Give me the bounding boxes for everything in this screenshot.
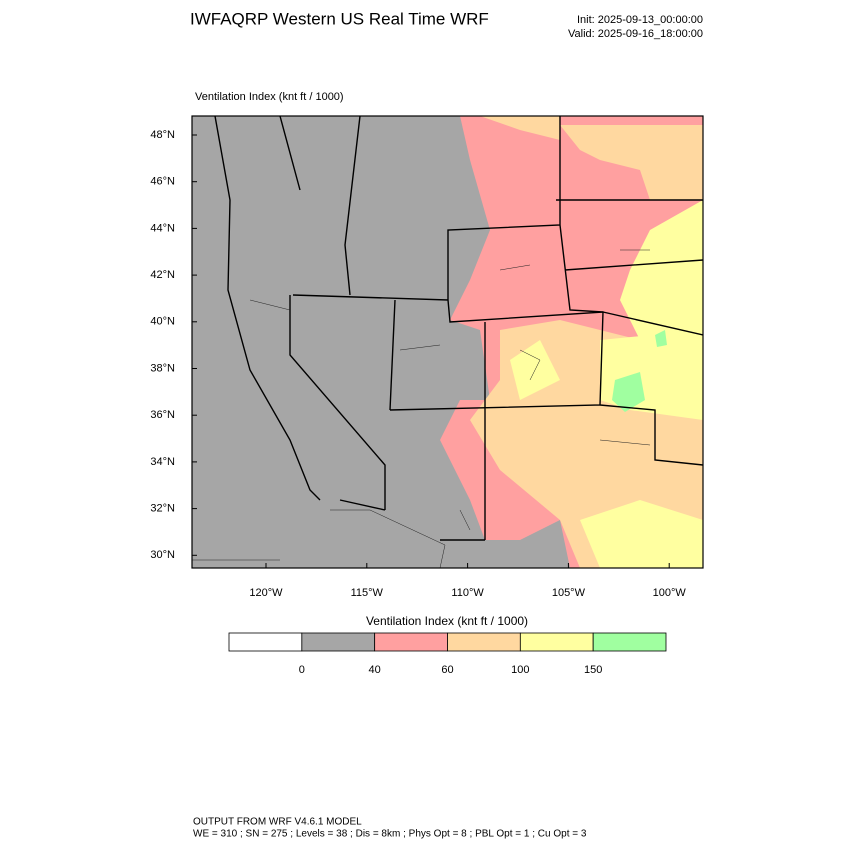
coastline	[214, 116, 321, 501]
colorbar-box	[519, 632, 594, 652]
colorbar-tick-label: 40	[369, 664, 381, 676]
colorbar-tick-label: 150	[584, 664, 602, 676]
colorbar-box	[301, 632, 376, 652]
colorbar-title: Ventilation Index (knt ft / 1000)	[366, 614, 528, 628]
region	[612, 330, 667, 412]
lat-label: 48°N	[150, 129, 175, 141]
footer-line: OUTPUT FROM WRF V4.6.1 MODEL	[193, 817, 362, 828]
lat-label: 36°N	[150, 409, 175, 421]
region	[470, 116, 703, 568]
map-frame	[191, 115, 704, 569]
map-label: Ventilation Index (knt ft / 1000)	[195, 91, 344, 103]
lon-label: 110°W	[451, 587, 484, 599]
lat-label: 44°N	[150, 222, 175, 234]
footer-line: WE = 310 ; SN = 275 ; Levels = 38 ; Dis …	[193, 829, 587, 840]
valid-time: Valid: 2025-09-16_18:00:00	[568, 28, 703, 40]
lat-label: 30°N	[150, 549, 175, 561]
lat-label: 42°N	[150, 269, 175, 281]
colorbar-box	[374, 632, 448, 652]
colorbar-box	[228, 632, 303, 652]
lat-label: 40°N	[150, 316, 175, 328]
colorbar-box	[592, 632, 667, 652]
lat-label: 46°N	[150, 176, 175, 188]
map	[191, 115, 704, 569]
colorbar-box	[447, 632, 521, 652]
colorbar-tick-label: 0	[299, 664, 305, 676]
colorbar-tick-label: 100	[511, 664, 529, 676]
lon-label: 120°W	[249, 587, 283, 599]
lon-label: 100°W	[653, 587, 687, 599]
init-time: Init: 2025-09-13_00:00:00	[577, 14, 703, 26]
title: IWFAQRP Western US Real Time WRF	[190, 9, 489, 28]
county-line	[192, 249, 651, 568]
lat-label: 34°N	[150, 456, 175, 468]
state-line	[279, 116, 703, 541]
region	[510, 200, 703, 568]
lat-label: 32°N	[150, 503, 175, 515]
lon-label: 115°W	[351, 587, 384, 599]
colorbar-tick-label: 60	[441, 664, 453, 676]
lon-label: 105°W	[552, 587, 586, 599]
lat-label: 38°N	[150, 362, 175, 374]
